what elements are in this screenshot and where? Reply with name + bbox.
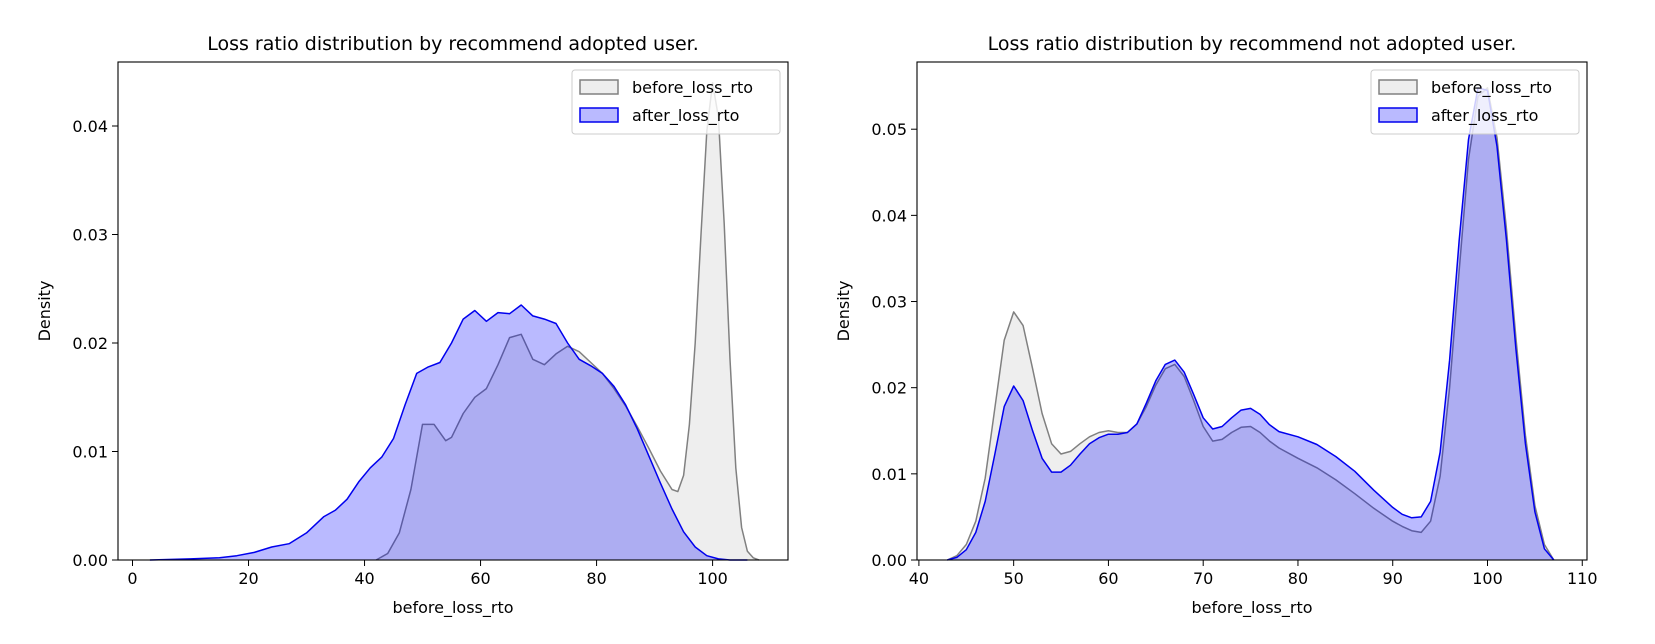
y-tick-label: 0.02 xyxy=(871,379,907,398)
series-fill-after_loss_rto xyxy=(947,87,1554,561)
chart-not-adopted: 40 50 60 70 80 90 100 110 0.00 0.01 0.02 0.03 0.04 0.… xyxy=(834,33,1598,618)
chart-title: Loss ratio distribution by recommend ado… xyxy=(207,33,699,55)
y-tick-label: 0.01 xyxy=(871,465,907,484)
x-tick-label: 80 xyxy=(1288,569,1308,588)
series-line-before_loss_rto xyxy=(946,87,1555,561)
legend-box xyxy=(1370,69,1580,135)
x-tick-label: 40 xyxy=(354,569,374,588)
x-tick-label: 40 xyxy=(909,569,929,588)
legend: before_loss_rto after_loss_rto xyxy=(1370,69,1580,135)
y-tick-label: 0.05 xyxy=(871,120,907,139)
y-tick-label: 0.03 xyxy=(871,293,907,312)
y-axis-label: Density xyxy=(35,281,54,342)
legend-box xyxy=(571,69,781,135)
series-line-after_loss_rto xyxy=(947,87,1555,561)
x-tick-label: 100 xyxy=(1472,569,1503,588)
series-fill-before_loss_rto xyxy=(376,82,759,560)
series-fill-after_loss_rto xyxy=(149,305,748,560)
y-tick-label: 0.01 xyxy=(72,443,108,462)
x-tick-label: 60 xyxy=(470,569,490,588)
legend: before_loss_rto after_loss_rto xyxy=(571,69,781,135)
y-tick-label: 0.00 xyxy=(871,551,907,570)
chart-adopted: 0 20 40 60 80 100 0.00 0.01 0.02 0.03 0.04 before_l… xyxy=(35,33,789,618)
series-fill-before_loss_rto xyxy=(947,87,1554,561)
legend-swatch-before_loss_rto xyxy=(579,79,619,95)
y-axis-label: Density xyxy=(834,281,853,342)
x-tick-label: 60 xyxy=(1098,569,1118,588)
x-axis-label: before_loss_rto xyxy=(1191,598,1312,618)
legend-label: after_loss_rto xyxy=(1431,106,1538,126)
series-line-after_loss_rto xyxy=(149,304,748,561)
plot-frame xyxy=(916,61,1588,561)
y-tick-label: 0.04 xyxy=(72,117,108,136)
x-axis-label: before_loss_rto xyxy=(392,598,513,618)
y-tick-label: 0.04 xyxy=(871,206,907,225)
legend-swatch-before_loss_rto xyxy=(1378,79,1418,95)
legend-label: after_loss_rto xyxy=(632,106,739,126)
legend-swatch-after_loss_rto xyxy=(1378,107,1418,123)
x-tick-label: 110 xyxy=(1567,569,1598,588)
plot-frame xyxy=(117,61,789,561)
x-tick-label: 0 xyxy=(127,569,137,588)
y-tick-label: 0.00 xyxy=(72,551,108,570)
x-tick-label: 80 xyxy=(586,569,606,588)
legend-label: before_loss_rto xyxy=(1431,78,1552,98)
y-tick-label: 0.02 xyxy=(72,334,108,353)
x-tick-label: 70 xyxy=(1193,569,1213,588)
legend-swatch-after_loss_rto xyxy=(579,107,619,123)
x-tick-label: 100 xyxy=(697,569,728,588)
y-tick-label: 0.03 xyxy=(72,226,108,245)
x-tick-label: 20 xyxy=(238,569,258,588)
chart-title: Loss ratio distribution by recommend not… xyxy=(988,33,1517,55)
legend-label: before_loss_rto xyxy=(632,78,753,98)
x-tick-label: 50 xyxy=(1003,569,1023,588)
x-tick-label: 90 xyxy=(1383,569,1403,588)
